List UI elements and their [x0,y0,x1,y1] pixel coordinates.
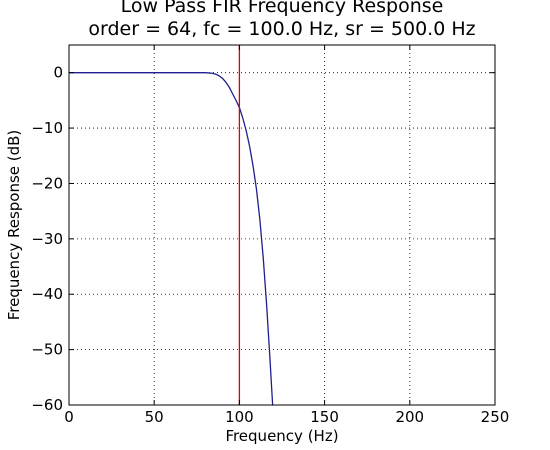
y-tick-label: −50 [31,341,63,359]
y-tick-label: −60 [31,396,63,414]
x-tick-label: 200 [395,408,424,426]
y-tick-label: −30 [31,230,63,248]
y-tick-label: −20 [31,174,63,192]
chart-title: Low Pass FIR Frequency Response [121,0,444,17]
x-tick-label: 50 [145,408,164,426]
frequency-response-series-0 [68,72,274,406]
y-tick-label: 0 [53,64,63,82]
plot-frame [68,44,496,406]
y-tick-label: −40 [31,285,63,303]
x-axis-label: Frequency (Hz) [225,427,338,445]
y-axis-label: Frequency Response (dB) [5,130,23,321]
x-tick-label: 250 [481,408,510,426]
axis-ticks: 0 50 100 150 200 250 0 −10 −20 −30 −40 −50 −60 [31,45,509,426]
plot-area [69,45,495,405]
x-tick-label: 100 [225,408,254,426]
series-layer [68,72,274,406]
x-tick-label: 0 [64,408,74,426]
chart-subtitle: order = 64, fc = 100.0 Hz, sr = 500.0 Hz [88,18,475,40]
y-tick-label: −10 [31,119,63,137]
x-tick-label: 150 [310,408,339,426]
